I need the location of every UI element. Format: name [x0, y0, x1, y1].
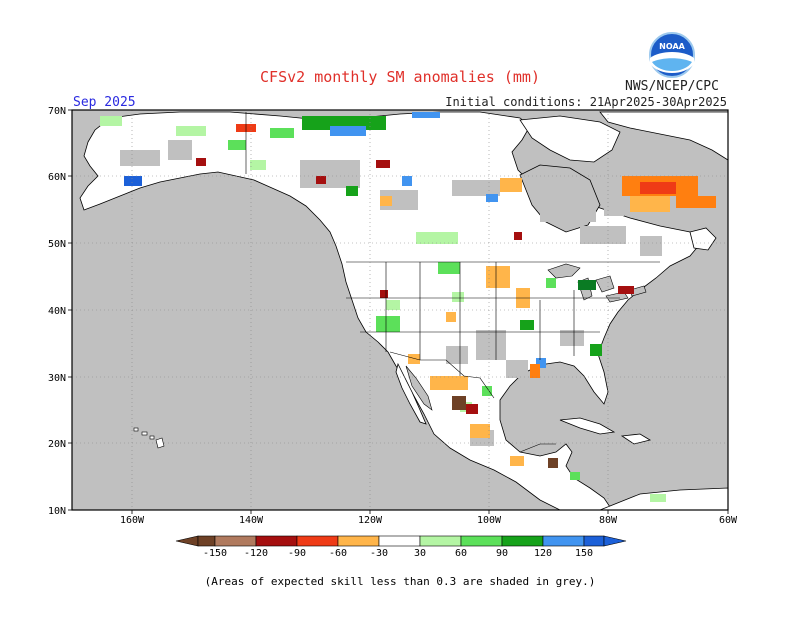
- political-borders: [245, 112, 660, 453]
- latitude-labels: 70N 60N 50N 40N 30N 20N 10N: [48, 106, 66, 517]
- skill-footnote: (Areas of expected skill less than 0.3 a…: [205, 575, 596, 588]
- great-lakes: [547, 263, 647, 303]
- colorbar-label-150: 150: [575, 548, 593, 559]
- lon-label-100w: 100W: [477, 515, 502, 526]
- colorbar-segment-8: [460, 535, 503, 547]
- newfoundland: [689, 227, 717, 251]
- initial-conditions-label: Initial conditions: 21Apr2025-30Apr2025: [445, 95, 727, 109]
- colorbar-segment-10: [542, 535, 585, 547]
- lat-label-60n: 60N: [48, 172, 66, 183]
- colorbar-high-arrow: [603, 535, 627, 547]
- lat-label-40n: 40N: [48, 306, 66, 317]
- colorbar-segment-5: [337, 535, 380, 547]
- colorbar-segment-7: [419, 535, 462, 547]
- noaa-logo: NOAA: [649, 32, 695, 78]
- lon-label-120w: 120W: [358, 515, 383, 526]
- colorbar-label-30: 30: [414, 548, 426, 559]
- dry-anomaly-cells: [124, 124, 716, 468]
- colorbar-label-120: 120: [534, 548, 552, 559]
- valid-month-label: Sep 2025: [73, 95, 136, 110]
- greenland-land: [599, 111, 728, 161]
- colorbar-segment-6: [378, 535, 421, 547]
- map-panel: [72, 110, 728, 510]
- arctic-islands: [519, 115, 621, 163]
- cuba: [559, 417, 616, 435]
- baja-california: [395, 362, 427, 425]
- lat-label-50n: 50N: [48, 239, 66, 250]
- colorbar-label-neg150: -150: [203, 548, 227, 559]
- noaa-logo-text: NOAA: [659, 42, 685, 51]
- lat-label-10n: 10N: [48, 506, 66, 517]
- lon-label-60w: 60W: [719, 515, 738, 526]
- agency-label: NWS/NCEP/CPC: [625, 79, 719, 94]
- colorbar-segment-1: [197, 535, 216, 547]
- colorbar-segment-4: [296, 535, 339, 547]
- lon-label-80w: 80W: [599, 515, 618, 526]
- colorbar-label-60: 60: [455, 548, 467, 559]
- hispaniola: [620, 433, 652, 445]
- colorbar-label-90: 90: [496, 548, 508, 559]
- lon-label-140w: 140W: [239, 515, 264, 526]
- colorbar-segment-2: [214, 535, 257, 547]
- lat-label-30n: 30N: [48, 373, 66, 384]
- wet-anomaly-cells: [100, 112, 666, 502]
- colorbar-label-neg30: -30: [370, 548, 388, 559]
- map-title: CFSv2 monthly SM anomalies (mm): [260, 68, 540, 86]
- colorbar-segment-11: [583, 535, 605, 547]
- lat-label-20n: 20N: [48, 439, 66, 450]
- colorbar-label-neg60: -60: [329, 548, 347, 559]
- colorbar-low-arrow: [175, 535, 199, 547]
- colorbar-label-neg90: -90: [288, 548, 306, 559]
- longitude-labels: 160W 140W 120W 100W 80W 60W: [120, 515, 738, 526]
- lat-label-70n: 70N: [48, 106, 66, 117]
- colorbar-segment-9: [501, 535, 544, 547]
- hawaii-islands: [133, 427, 165, 449]
- low-skill-shading: [120, 140, 662, 446]
- map-ticks: [68, 109, 729, 514]
- lon-label-160w: 160W: [120, 515, 145, 526]
- graticule: [72, 110, 728, 510]
- colorbar: [175, 535, 627, 547]
- colorbar-segment-3: [255, 535, 298, 547]
- colorbar-label-neg120: -120: [244, 548, 268, 559]
- colorbar-labels: -150 -120 -90 -60 -30 30 60 90 120 150: [203, 548, 593, 559]
